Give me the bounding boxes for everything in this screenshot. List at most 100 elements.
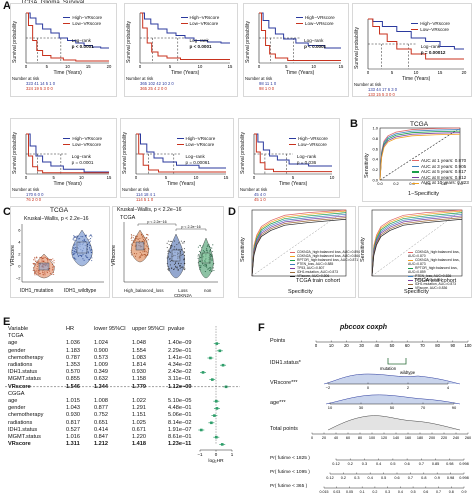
- jitter-point: [182, 268, 184, 270]
- nomo-pr1095-ticklabel: 0.98: [447, 476, 454, 480]
- jitter-point: [136, 238, 138, 240]
- forest-cell: 1.41e−01: [168, 354, 192, 361]
- forest-cell: [66, 333, 94, 340]
- km-3-pvalue: Log−rank p < 0.0001: [304, 38, 326, 49]
- jitter-point: [87, 257, 89, 259]
- jitter-point: [36, 265, 38, 268]
- rocd1-legend-item: IDH1:mutation, AUC=0.873: [290, 270, 360, 274]
- km-6-xlabel: Time (Years): [167, 181, 196, 187]
- nomo-total-ticklabel: 80: [358, 436, 362, 440]
- jitter-point: [34, 256, 36, 258]
- legend-label: Low−VRscore: [304, 20, 334, 26]
- logrank-p: p < 0.0001: [304, 43, 327, 49]
- violin-1-ytick: 6: [18, 228, 21, 233]
- forest-cell: 1.151: [132, 412, 146, 419]
- roc-b-ytick: 0.2: [372, 167, 378, 172]
- legend-label: High−VRscore: [72, 15, 103, 20]
- roc-d2-ylabel: Sensitivity: [360, 237, 366, 262]
- km-7-legend-item: Low−VRscore: [289, 142, 328, 148]
- km-2-xtick: 5: [169, 64, 172, 69]
- jitter-point: [52, 266, 54, 268]
- km-1-risk-low: 324 19 5 3 0 0: [26, 86, 53, 91]
- forest-cell: IDH1.status: [8, 426, 38, 433]
- nomo-vr-ticklabel: 2: [407, 385, 410, 390]
- jitter-point: [43, 257, 45, 259]
- nomo-pr1825-ticklabel: 0.7: [419, 462, 424, 466]
- logrank-label: Log−rank: [71, 154, 91, 159]
- km-3-xlabel: Time (Years): [286, 70, 315, 76]
- forest-header-cell: lower 95%CI: [94, 326, 126, 332]
- nomo-points-ticklabel: 40: [374, 343, 379, 348]
- jitter-point: [37, 271, 39, 273]
- jitter-point: [80, 236, 82, 238]
- jitter-point: [199, 268, 201, 271]
- km-6-risk-low: 114 5 1 0: [136, 197, 154, 202]
- jitter-point: [90, 234, 93, 236]
- jitter-point: [180, 254, 182, 256]
- jitter-point: [42, 272, 44, 274]
- forest-cell: 1.022: [132, 398, 146, 405]
- km-7-risk-high: 45 4 0: [254, 192, 266, 197]
- km-4-risk-label: Number at risk: [354, 82, 382, 87]
- logrank-p: p = 0.00012: [420, 49, 446, 55]
- forest-row: MGMT.status 0.855 0.632 1.158 3.11e−01: [8, 376, 202, 383]
- jitter-point: [79, 254, 81, 256]
- jitter-point: [209, 249, 211, 251]
- nomo-vr-ticklabel: 0: [367, 385, 370, 390]
- roc-b-legend: AUC at 1 years: 0.870 AUC at 3 years: 0.9…: [412, 158, 469, 186]
- jitter-point: [74, 252, 76, 254]
- nomo-total-density: [327, 415, 461, 431]
- forest-cell: 0.632: [94, 376, 108, 383]
- nomo-pr365-ticklabel: 0.3: [385, 490, 390, 494]
- forest-xlabel: log₂HR: [208, 458, 224, 464]
- km-4-legend: High−VRscore Low−VRscore: [411, 21, 450, 32]
- jitter-point: [211, 247, 213, 249]
- rocd1-legend-item: VRscore, AUC=0.806: [290, 274, 360, 278]
- forest-cell: MGMT.status: [8, 376, 41, 383]
- jitter-point: [146, 246, 148, 248]
- legend-swatch: [63, 22, 71, 24]
- jitter-point: [83, 238, 85, 240]
- legend-label: CDKN2A_high:balanced loss, AUC=0.873: [408, 258, 460, 266]
- jitter-point: [74, 236, 76, 238]
- nomo-age-ticklabel: 30: [359, 405, 364, 410]
- km-5-pvalue: Log−rank p = 0.0001: [72, 154, 94, 165]
- rocd2-legend-item: VRscore, AUC=0.836: [408, 286, 472, 290]
- jitter-point: [200, 257, 202, 259]
- jitter-point: [173, 263, 175, 265]
- jitter-point: [49, 272, 51, 275]
- jitter-point: [35, 272, 37, 274]
- km-2-ylabel: Survival probability: [126, 21, 132, 63]
- legend-label: Low−VRscore: [420, 26, 449, 32]
- jitter-point: [88, 239, 90, 241]
- jitter-point: [142, 235, 144, 237]
- nomogram-label-1: Points: [270, 338, 286, 344]
- jitter-point: [84, 255, 87, 257]
- jitter-point: [174, 261, 177, 263]
- km-card-6: [120, 118, 234, 198]
- jitter-point: [136, 236, 138, 238]
- jitter-point: [166, 257, 168, 259]
- legend-swatch: [176, 143, 184, 145]
- panel-letter-a: A: [3, 0, 11, 12]
- forest-cell: 0.847: [94, 434, 108, 441]
- forest-header-cell: pvalue: [168, 326, 185, 332]
- legend-label: TP53, AUC=0.807: [297, 266, 325, 270]
- jitter-point: [52, 271, 54, 274]
- violin-1-wildtype-box: [76, 241, 88, 254]
- jitter-point: [131, 235, 133, 237]
- forest-cell: chemotherapy: [8, 354, 44, 361]
- forest-row: age 1.015 1.008 1.022 5.10e−05: [8, 398, 202, 405]
- roc-d2-legend: CDKN2A_high:balanced loss, AUC=0.870 CDKN…: [408, 250, 472, 290]
- jitter-point: [139, 256, 142, 258]
- jitter-point: [183, 251, 185, 253]
- jitter-point: [132, 242, 135, 244]
- legend-swatch: [295, 22, 303, 24]
- forest-cell: 0.817: [66, 419, 80, 426]
- forest-cell: 1.91e−07: [168, 426, 192, 433]
- km-6-legend-item: High−VRscore: [176, 136, 215, 142]
- logrank-label: Log−rank: [185, 154, 205, 159]
- legend-swatch: [412, 171, 419, 173]
- forest-cell: 1.814: [132, 362, 146, 369]
- km-1-ylabel: Survival probability: [12, 21, 18, 63]
